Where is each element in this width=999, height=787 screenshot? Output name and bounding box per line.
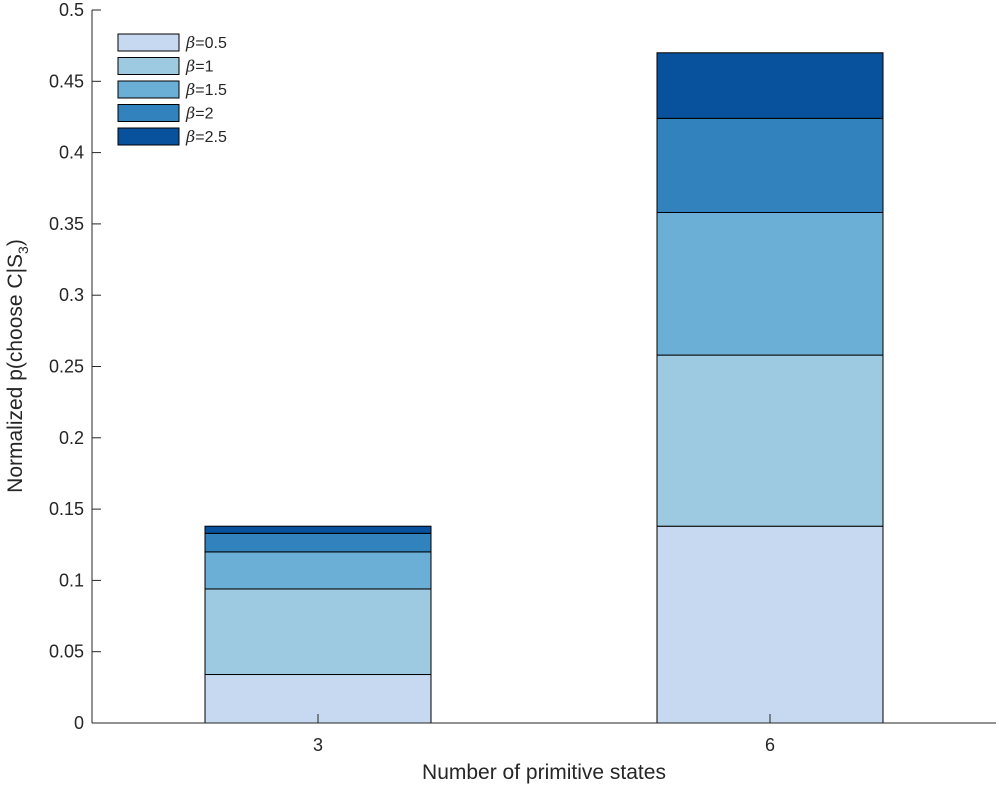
legend-label: β=1 [185, 57, 214, 76]
y-tick-label: 0 [74, 713, 84, 733]
y-tick-label: 0.2 [59, 428, 84, 448]
bar-segment-3-series-3 [204, 551, 432, 590]
y-axis-title-main: Normalized p(choose C|S [4, 254, 27, 493]
legend-label-symbol: β [185, 57, 195, 76]
x-axis-title: Number of primitive states [422, 761, 666, 784]
legend-label-symbol: β [185, 104, 195, 123]
y-tick-label: 0.35 [49, 214, 84, 234]
legend-label-value: =1.5 [195, 82, 227, 99]
bar-segment-6-series-1 [656, 525, 884, 724]
y-tick-label: 0.15 [49, 499, 84, 519]
legend-label: β=1.5 [185, 80, 227, 99]
x-tick-label: 6 [765, 735, 775, 755]
bars-group [204, 52, 884, 724]
legend-label-value: =1 [195, 59, 213, 76]
legend-label: β=2.5 [185, 127, 227, 146]
bar-segment-3-series-4 [204, 532, 432, 553]
bar-segment-3-series-2 [204, 588, 432, 676]
legend-label-symbol: β [185, 127, 195, 146]
legend: β=0.5β=1β=1.5β=2β=2.5 [117, 33, 227, 146]
legend-swatch [117, 33, 180, 52]
y-tick-label: 0.45 [49, 71, 84, 91]
bar-segment-6-series-4 [656, 117, 884, 213]
y-ticks-group: 0 0.05 0.1 0.15 0.2 0.25 0.3 0.35 0.4 0.45 0.5 [49, 0, 101, 733]
y-axis-title-close: ) [4, 239, 27, 246]
y-tick-label: 0.5 [59, 0, 84, 20]
y-tick-label: 0.1 [59, 570, 84, 590]
y-tick-label: 0.4 [59, 143, 84, 163]
legend-label-value: =0.5 [195, 35, 227, 52]
legend-label: β=2 [185, 104, 214, 123]
bar-segment-3-series-5 [204, 525, 432, 534]
y-tick-label: 0.3 [59, 285, 84, 305]
bar-segment-6-series-3 [656, 211, 884, 356]
legend-label: β=0.5 [185, 33, 227, 52]
y-axis-title-subscript: 3 [15, 246, 31, 254]
y-tick-label: 0.05 [49, 642, 84, 662]
y-tick-label: 0.25 [49, 357, 84, 377]
legend-swatch [117, 127, 180, 146]
legend-swatch [117, 104, 180, 122]
legend-label-value: =2.5 [195, 129, 227, 146]
bar-segment-6-series-2 [656, 354, 884, 527]
x-tick-label: 3 [313, 735, 323, 755]
legend-label-symbol: β [185, 33, 195, 52]
legend-label-value: =2 [195, 106, 213, 123]
legend-label-symbol: β [185, 80, 195, 99]
bar-segment-6-series-5 [656, 52, 884, 119]
legend-swatch [117, 57, 180, 75]
legend-swatch [117, 80, 180, 99]
y-axis-title: Normalized p(choose C|S3) [4, 239, 31, 493]
